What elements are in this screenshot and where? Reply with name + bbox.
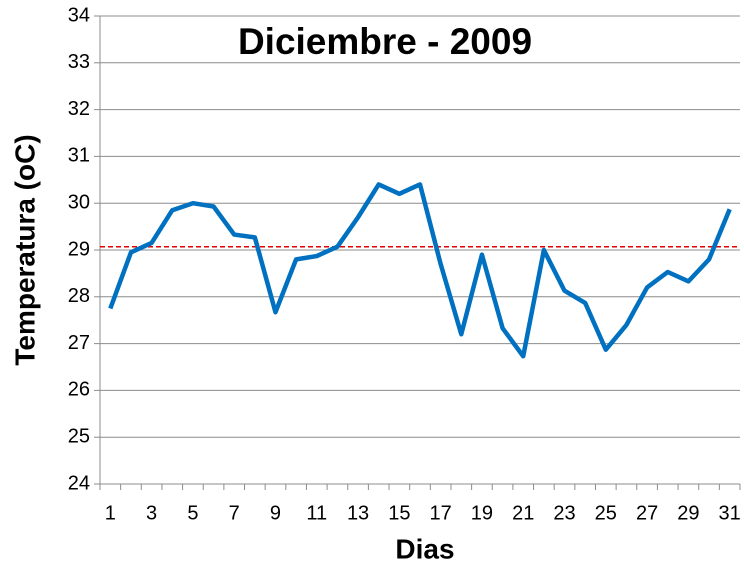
x-tick-label: 25 [595, 502, 617, 524]
y-tick-label: 29 [68, 238, 90, 260]
x-tick-label: 3 [146, 502, 157, 524]
x-tick-label: 19 [471, 502, 493, 524]
x-tick-label: 5 [187, 502, 198, 524]
x-tick-label: 29 [677, 502, 699, 524]
chart-title: Diciembre - 2009 [238, 21, 532, 62]
x-tick-label: 1 [105, 502, 116, 524]
x-tick-label: 31 [719, 502, 741, 524]
x-tick-label: 27 [636, 502, 658, 524]
x-tick-label: 23 [553, 502, 575, 524]
y-tick-label: 26 [68, 379, 90, 401]
x-axis-label: Dias [395, 533, 454, 564]
y-tick-label: 31 [68, 145, 90, 167]
x-tick-label: 9 [270, 502, 281, 524]
y-tick-label: 28 [68, 285, 90, 307]
y-tick-label: 27 [68, 332, 90, 354]
line-series [108, 182, 732, 359]
x-tick-label: 11 [306, 502, 327, 524]
x-tick-label: 7 [229, 502, 240, 524]
y-tick-label: 25 [68, 425, 90, 447]
x-tick-label: 13 [347, 502, 369, 524]
y-tick-label: 32 [68, 98, 90, 120]
y-tick-label: 30 [68, 191, 90, 213]
y-tick-label: 34 [68, 4, 90, 26]
y-tick-label: 33 [68, 51, 90, 73]
x-tick-label: 21 [512, 502, 534, 524]
y-tick-label: 24 [68, 472, 90, 494]
x-tick-label: 17 [430, 502, 452, 524]
y-axis-label: Temperatura (oC) [9, 134, 40, 365]
x-tick-label: 15 [388, 502, 410, 524]
